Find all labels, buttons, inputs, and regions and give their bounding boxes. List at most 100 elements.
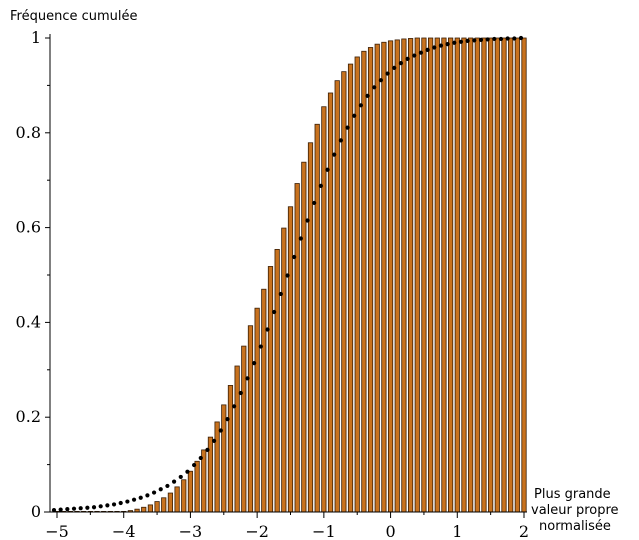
data-point [332,152,337,157]
data-point [438,43,444,48]
data-point [472,38,477,43]
data-point [458,39,464,44]
x-axis-label-line-2: valeur propre [531,503,619,518]
data-point [212,438,217,443]
y-tick-label: 0.8 [16,123,41,142]
y-tick-label: 0.4 [16,312,41,331]
data-point [292,254,297,260]
bar [414,37,420,513]
x-tick-label: −3 [179,522,203,540]
bar [468,37,474,513]
data-point [378,78,383,83]
y-tick-label: 0.6 [16,218,41,237]
data-point [452,40,457,45]
data-point [258,344,263,349]
bar [334,80,340,513]
data-point [498,36,504,42]
data-point [245,376,250,381]
bar [494,37,500,513]
data-point [445,42,450,47]
data-point [418,50,424,55]
bar [267,266,274,513]
bar [427,37,434,513]
x-tick-label: −5 [45,522,69,540]
bar [461,37,467,513]
bar [207,436,214,513]
data-point [412,53,417,58]
data-point [51,508,57,513]
data-point [358,103,363,108]
data-point [185,469,190,474]
bar [247,325,254,513]
bar [321,106,327,513]
x-tick-label: 1 [452,522,462,540]
x-tick-label: −2 [245,522,269,540]
data-point [85,505,90,510]
data-point [98,504,103,509]
data-point [165,483,170,489]
data-point [265,327,270,332]
data-point [465,38,470,43]
data-point [365,93,370,98]
bar [287,206,294,513]
data-point [305,218,310,223]
bar [341,71,347,513]
data-point [178,474,183,480]
data-point [398,61,404,66]
x-ticks-layer: −5 −4 −3 −2 −1 0 1 2 [45,512,529,540]
bar [314,123,320,513]
data-point [478,37,484,43]
data-point [385,71,390,76]
bar [508,37,514,513]
bar [221,404,227,513]
data-point [205,447,210,453]
data-point [485,37,490,42]
x-tick-label: −4 [112,522,136,540]
data-point [71,506,77,511]
bar [367,47,374,513]
bars-layer [54,37,527,513]
bar [448,37,454,513]
data-point [171,479,177,484]
data-point [151,490,157,495]
data-point [225,417,230,422]
bar [241,345,247,513]
bar [434,37,440,513]
data-point [105,503,110,508]
data-point [392,65,397,70]
bar [481,37,487,513]
bar [514,37,520,513]
data-point [312,200,317,206]
bar [374,43,380,513]
data-point [338,138,343,143]
data-point [432,45,437,50]
bar [234,365,240,513]
y-ticks-layer: 0 0.2 0.4 0.6 0.8 1 [16,28,50,521]
bar [394,39,400,513]
bar [141,506,147,513]
data-point [192,462,197,468]
bar [194,460,200,513]
y-tick-label: 0.2 [16,407,41,426]
data-point [145,493,150,498]
data-point [131,497,137,502]
bar [361,50,367,513]
bar [454,37,460,513]
bar [167,492,174,513]
data-point [278,291,283,297]
data-point [372,85,377,90]
bar [154,501,160,513]
data-point [285,273,290,278]
data-point [118,500,123,506]
bar [281,227,287,513]
data-point [318,183,323,188]
data-point [298,236,303,241]
bar [147,504,153,513]
data-point [405,56,410,61]
bar [181,479,187,513]
data-point [345,125,350,130]
data-point [218,428,223,433]
bar [441,37,447,513]
y-axis-label: Fréquence cumulée [10,9,138,24]
